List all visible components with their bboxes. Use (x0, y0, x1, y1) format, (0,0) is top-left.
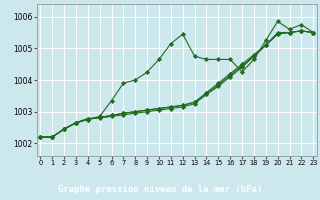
Text: Graphe pression niveau de la mer (hPa): Graphe pression niveau de la mer (hPa) (58, 185, 262, 194)
